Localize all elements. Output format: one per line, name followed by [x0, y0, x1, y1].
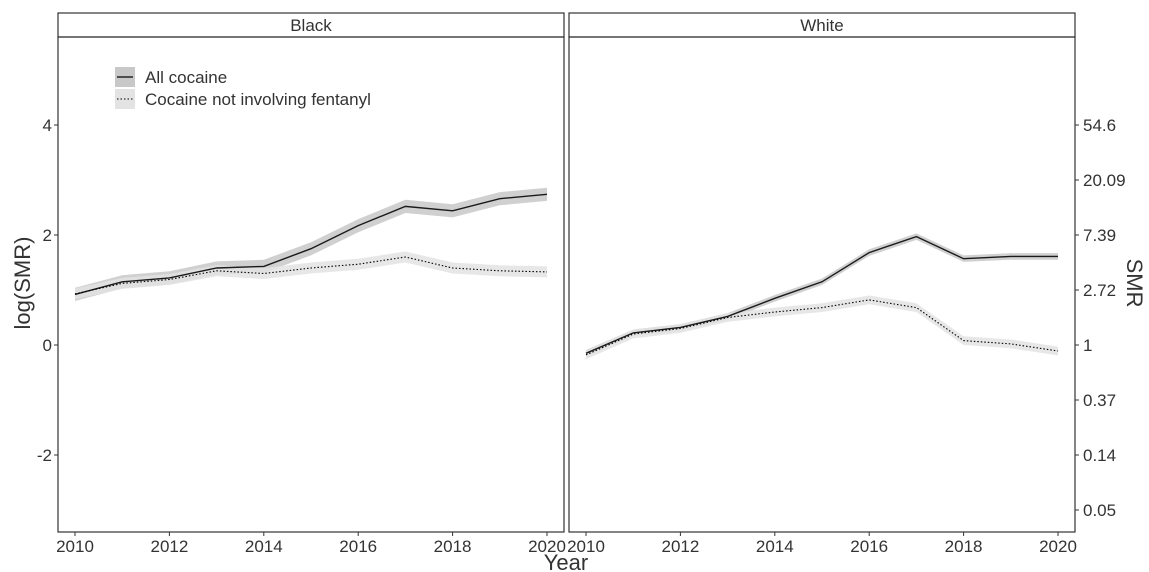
band-cocaine-not-involving-fentanyl — [75, 251, 547, 300]
x-tick-label: 2018 — [945, 537, 983, 556]
legend-item-cocaine-not-involving-fentanyl: Cocaine not involving fentanyl — [115, 89, 371, 109]
line-cocaine-not-involving-fentanyl — [585, 299, 1059, 356]
x-tick-label: 2016 — [850, 537, 888, 556]
x-tick-label: 2016 — [339, 537, 377, 556]
line-all-cocaine — [74, 193, 548, 296]
y-tick-label: 0 — [43, 336, 52, 355]
legend: All cocaine Cocaine not involving fentany… — [115, 67, 371, 109]
y2-tick-label: 20.09 — [1083, 171, 1126, 190]
x-tick-label: 2010 — [56, 537, 94, 556]
panel-border — [568, 36, 1076, 533]
x-tick-label: 2020 — [528, 537, 566, 556]
y2-tick-label: 0.05 — [1083, 501, 1116, 520]
y-axis: -2 0 2 4 — [37, 116, 58, 465]
y-tick-label: -2 — [37, 446, 52, 465]
x-tick-label: 2010 — [567, 537, 605, 556]
panel-black: Black 2010 2012 2014 2016 2018 2020 — [56, 12, 566, 556]
x-tick-label: 2014 — [245, 537, 283, 556]
x-tick-label: 2012 — [661, 537, 699, 556]
y2-tick-label: 7.39 — [1083, 226, 1116, 245]
legend-item-all-cocaine: All cocaine — [115, 67, 227, 87]
series-lines — [585, 235, 1059, 356]
x-tick-label: 2014 — [756, 537, 794, 556]
secondary-y-axis: 0.05 0.14 0.37 1 2.72 7.39 20.09 54.6 — [1075, 116, 1126, 520]
y2-tick-label: 2.72 — [1083, 281, 1116, 300]
y-axis-title: log(SMR) — [10, 237, 35, 330]
panel-white: White 2010 2012 2014 2016 2018 2020 — [567, 12, 1077, 556]
series-lines — [74, 193, 548, 296]
facet-strip — [568, 12, 1076, 38]
line-cocaine-not-involving-fentanyl — [74, 256, 548, 295]
x-tick-label: 2012 — [150, 537, 188, 556]
y2-tick-label: 1 — [1083, 336, 1092, 355]
x-tick-label: 2018 — [434, 537, 472, 556]
panel-border — [57, 36, 565, 533]
legend-label: Cocaine not involving fentanyl — [145, 90, 371, 109]
confidence-bands — [586, 233, 1058, 360]
x-tick-label: 2020 — [1039, 537, 1077, 556]
facet-strip-label: White — [800, 16, 843, 35]
secondary-y-axis-title: SMR — [1122, 259, 1147, 308]
facet-strip-label: Black — [290, 16, 332, 35]
y-tick-label: 4 — [43, 116, 52, 135]
y-tick-label: 2 — [43, 226, 52, 245]
y2-tick-label: 0.14 — [1083, 446, 1116, 465]
y2-tick-label: 54.6 — [1083, 116, 1116, 135]
x-axis-title: Year — [544, 550, 588, 572]
legend-label: All cocaine — [145, 68, 227, 87]
y2-tick-label: 0.37 — [1083, 391, 1116, 410]
band-cocaine-not-involving-fentanyl — [586, 295, 1058, 360]
line-all-cocaine — [585, 235, 1058, 354]
facet-strip — [57, 12, 565, 38]
